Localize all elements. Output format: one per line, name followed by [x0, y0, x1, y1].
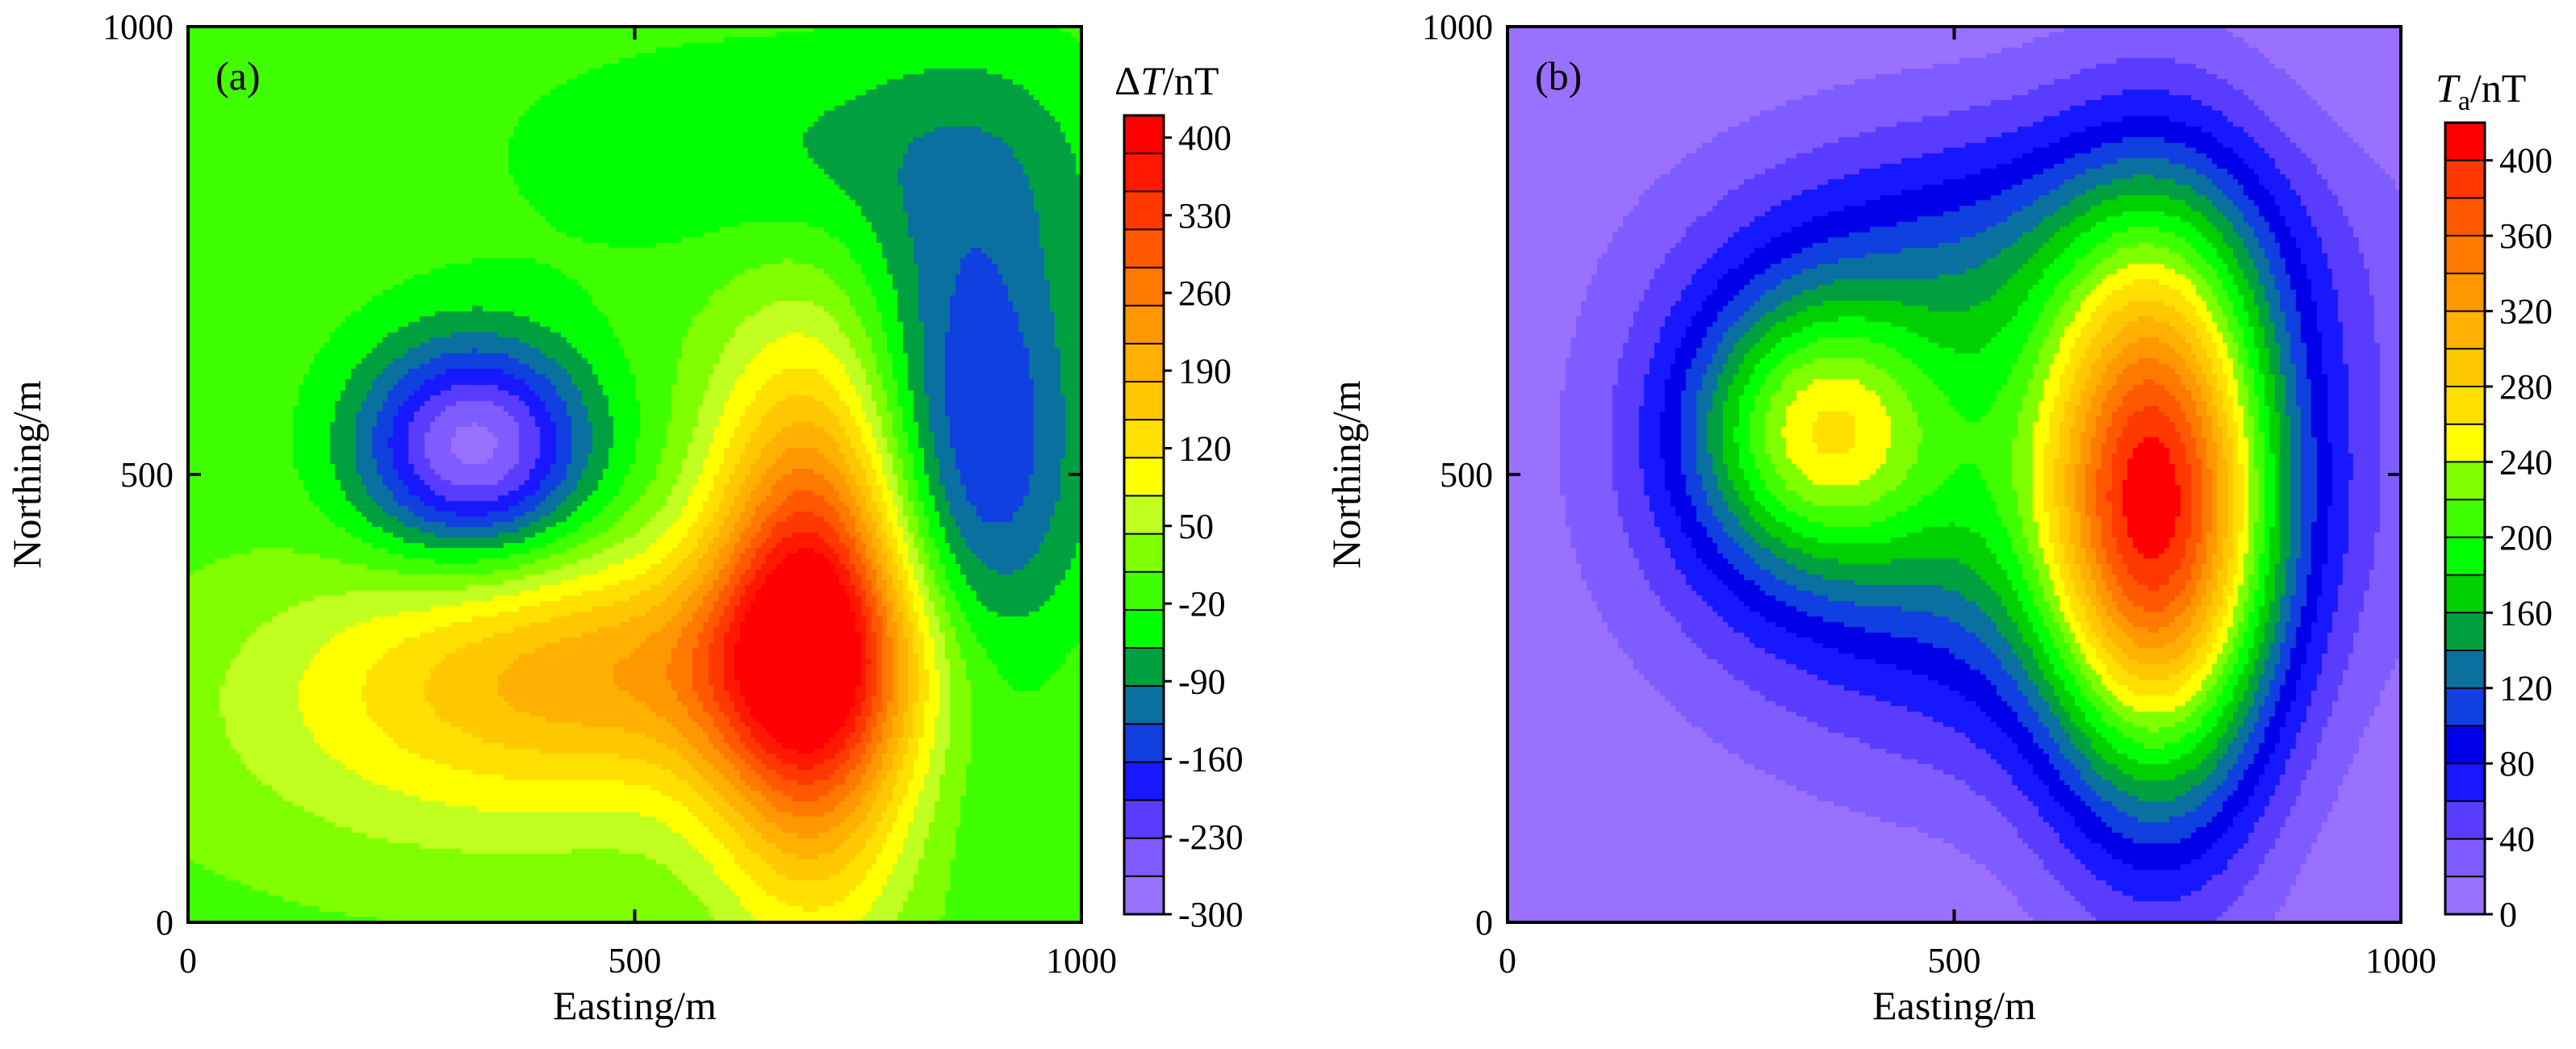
colorbar-segment: [2445, 349, 2485, 387]
colorbar-segment: [2445, 838, 2485, 877]
colorbar-segment: [1124, 609, 1164, 649]
colorbar-segment: [1124, 648, 1164, 687]
colorbar-segment: [1124, 458, 1164, 497]
colorbar-segment: [1124, 420, 1164, 458]
colorbar-tick-label: 240: [2499, 442, 2553, 482]
colorbar-tick-label: 40: [2499, 820, 2535, 859]
x-tick-label: 1000: [2365, 941, 2436, 980]
colorbar-segment: [2445, 424, 2485, 463]
panel-label: (a): [215, 53, 261, 98]
panel-a: 0 500 1000 0 500 1000 Easting/m Northing/m (a) 40…: [4, 7, 1244, 1028]
colorbar-segment: [1124, 191, 1164, 231]
colorbar: 400 330 260 190 120 50 -20 -90 -160 -230 -300 ΔT/nT: [1114, 58, 1244, 934]
colorbar-frame: [1123, 114, 1165, 916]
x-tick-label: 500: [608, 941, 662, 980]
colorbar-segment: [1124, 838, 1164, 877]
colorbar-segment: [2445, 462, 2485, 500]
colorbar-tick-label: 160: [2499, 593, 2553, 633]
colorbar-segment: [2445, 387, 2485, 425]
panel-label: (b): [1535, 53, 1582, 98]
y-tick-label: 500: [1440, 455, 1493, 495]
colorbar-segment: [1124, 876, 1164, 915]
colorbar-tick-label: -300: [1178, 895, 1244, 934]
colorbar-tick-label: 360: [2499, 216, 2553, 256]
colorbar-title-subscript: a: [2458, 86, 2470, 116]
y-tick-label: 0: [1475, 903, 1493, 942]
colorbar-segment: [1124, 724, 1164, 763]
x-tick-label: 0: [1499, 941, 1516, 980]
x-axis-title: Easting/m: [553, 983, 717, 1028]
panel-b: 0 500 1000 0 500 1000 Easting/m Northing/m (b) 40…: [1324, 7, 2553, 1028]
colorbar-tick-label: 200: [2499, 518, 2553, 558]
colorbar-segment: [2445, 123, 2485, 161]
colorbar-title: ΔT/nT: [1114, 58, 1219, 103]
colorbar-title-unit: /nT: [1163, 58, 1219, 103]
colorbar-segment: [2445, 876, 2485, 915]
colorbar-segment: [2445, 160, 2485, 199]
colorbar-tick-label: -160: [1178, 740, 1244, 779]
colorbar-segment: [1124, 382, 1164, 420]
colorbar-segment: [1124, 153, 1164, 192]
x-axis-title: Easting/m: [1872, 983, 2036, 1028]
y-tick-label: 1000: [1422, 7, 1493, 47]
colorbar-segment: [2445, 273, 2485, 312]
colorbar-segment: [1124, 267, 1164, 307]
colorbar-segment: [1124, 533, 1164, 573]
x-tick-label: 1000: [1046, 941, 1117, 980]
colorbar-segment: [2445, 650, 2485, 689]
colorbar-segment: [2445, 725, 2485, 764]
colorbar-segment: [2445, 612, 2485, 651]
colorbar-frame: [2444, 121, 2486, 916]
colorbar-segment: [1124, 305, 1164, 345]
colorbar-segment: [2445, 236, 2485, 274]
colorbar-title: Ta/nT: [2436, 65, 2526, 116]
colorbar-segment: [2445, 763, 2485, 802]
colorbar-tick-label: 400: [2499, 141, 2553, 181]
colorbar-title-unit: /nT: [2470, 65, 2526, 111]
y-tick-label: 1000: [102, 7, 174, 47]
colorbar-title-variable: T: [1140, 58, 1165, 103]
colorbar-tick-label: 280: [2499, 367, 2553, 407]
colorbar-segment: [1124, 115, 1164, 154]
y-axis-title: Northing/m: [1324, 380, 1369, 568]
colorbar-segment: [2445, 800, 2485, 840]
colorbar-tick-label: 50: [1178, 507, 1214, 546]
colorbar-segment: [2445, 537, 2485, 576]
colorbar-segment: [1124, 762, 1164, 801]
colorbar-segment: [1124, 686, 1164, 725]
colorbar-tick-label: 320: [2499, 292, 2553, 332]
colorbar-segment: [1124, 229, 1164, 269]
colorbar-segment: [1124, 343, 1164, 382]
colorbar-segment: [2445, 311, 2485, 349]
colorbar-tick-label: -90: [1178, 662, 1226, 701]
colorbar-tick-label: -20: [1178, 584, 1226, 624]
colorbar-tick-label: 400: [1178, 119, 1232, 158]
colorbar-tick-label: 260: [1178, 274, 1232, 313]
y-tick-label: 0: [156, 903, 174, 942]
colorbar-segment: [1124, 800, 1164, 839]
colorbar-title-variable: T: [2436, 65, 2461, 111]
colorbar-tick-label: 120: [1178, 429, 1232, 469]
contour-fill: [188, 27, 1081, 922]
colorbar-tick-label: 330: [1178, 196, 1232, 236]
contour-fill: [1508, 27, 2401, 922]
x-tick-label: 0: [179, 941, 197, 980]
colorbar-tick-label: 190: [1178, 351, 1232, 391]
colorbar-segment: [2445, 499, 2485, 538]
colorbar-segment: [2445, 198, 2485, 236]
colorbar-segment: [2445, 687, 2485, 727]
colorbar-title-prefix: Δ: [1114, 58, 1140, 103]
y-axis-title: Northing/m: [4, 380, 49, 568]
colorbar-tick-label: 120: [2499, 669, 2553, 708]
colorbar-tick-label: -230: [1178, 817, 1244, 857]
colorbar-tick-label: 0: [2499, 895, 2517, 934]
colorbar-segment: [1124, 495, 1164, 535]
x-tick-label: 500: [1928, 941, 1981, 980]
colorbar-tick-label: 80: [2499, 744, 2535, 784]
y-tick-label: 500: [120, 455, 174, 495]
colorbar-segment: [1124, 571, 1164, 611]
colorbar-segment: [2445, 575, 2485, 613]
